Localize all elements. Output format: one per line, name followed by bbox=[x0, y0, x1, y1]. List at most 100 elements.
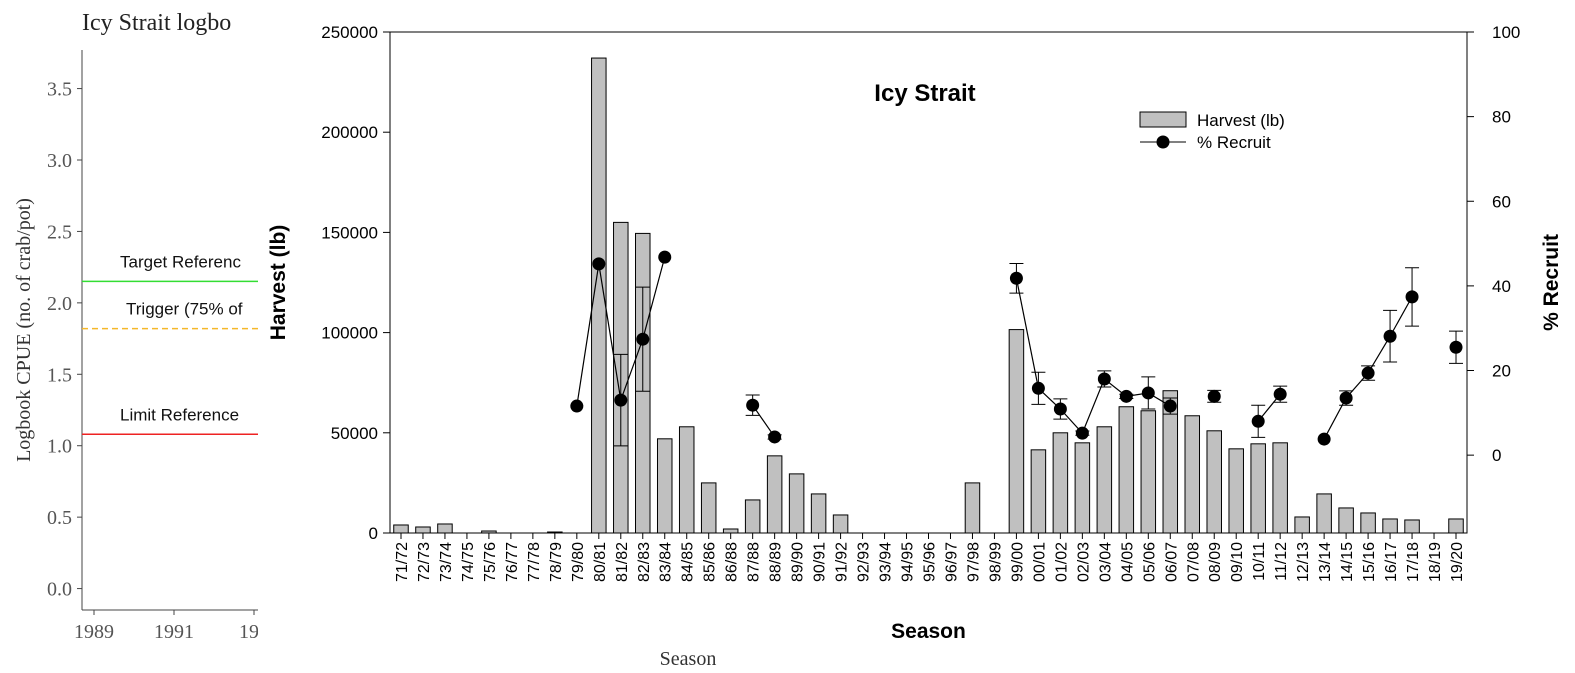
y-tick-label: 50000 bbox=[331, 424, 378, 443]
recruit-point bbox=[658, 250, 672, 264]
x-tick-label: 14/15 bbox=[1339, 542, 1356, 582]
bar bbox=[1338, 507, 1354, 534]
x-tick-label: 05/06 bbox=[1141, 542, 1158, 582]
x-tick-label: 00/01 bbox=[1031, 542, 1048, 582]
y-axis-label: Harvest (lb) bbox=[267, 225, 290, 341]
y-tick-label: 1.0 bbox=[47, 436, 72, 458]
x-tick-label: 16/17 bbox=[1383, 542, 1400, 582]
recruit-point bbox=[1317, 432, 1331, 446]
x-tick-label: 83/84 bbox=[658, 542, 675, 582]
x-tick-label: 74/75 bbox=[460, 542, 477, 582]
bar bbox=[481, 530, 497, 534]
y-tick-label: 1.5 bbox=[47, 364, 72, 386]
bar bbox=[1140, 410, 1157, 534]
bar bbox=[1008, 329, 1025, 534]
y2-tick-label: 100 bbox=[1492, 23, 1520, 42]
reference-label: Limit Reference bbox=[120, 405, 239, 424]
x-tick-label: 08/09 bbox=[1207, 542, 1224, 582]
x-tick-label: 72/73 bbox=[416, 542, 433, 582]
bar bbox=[832, 514, 849, 534]
recruit-point bbox=[1009, 271, 1023, 285]
bar bbox=[656, 438, 673, 534]
x-tick-label: 91/92 bbox=[834, 542, 851, 582]
bar bbox=[1118, 406, 1135, 534]
bar bbox=[393, 524, 409, 534]
bar bbox=[678, 426, 695, 534]
bar bbox=[1382, 518, 1398, 534]
recruit-point bbox=[1251, 414, 1265, 428]
y-tick-label: 0 bbox=[369, 524, 378, 543]
y-tick-label: 0.0 bbox=[47, 579, 72, 601]
x-tick-label: 02/03 bbox=[1075, 542, 1092, 582]
recruit-point bbox=[768, 430, 782, 444]
recruit-point bbox=[570, 399, 584, 413]
x-tick-label: 85/86 bbox=[702, 542, 719, 582]
recruit-point bbox=[1383, 329, 1397, 343]
recruit-point bbox=[1339, 391, 1353, 405]
y2-axis-label: % Recruit bbox=[1540, 234, 1563, 331]
x-tick-label: 12/13 bbox=[1295, 542, 1312, 582]
legend-label: Harvest (lb) bbox=[1197, 111, 1285, 130]
x-tick-label: 79/80 bbox=[570, 542, 587, 582]
recruit-point bbox=[1141, 386, 1155, 400]
x-tick-label: 19/20 bbox=[1449, 542, 1466, 582]
x-tick-label: 96/97 bbox=[943, 542, 960, 582]
x-tick-label: 88/89 bbox=[768, 542, 785, 582]
bar bbox=[437, 523, 453, 534]
recruit-point bbox=[1405, 290, 1419, 304]
x-tick-label: 09/10 bbox=[1229, 542, 1246, 582]
recruit-point bbox=[1053, 402, 1067, 416]
x-tick-label: 04/05 bbox=[1119, 542, 1136, 582]
x-axis-label: Season bbox=[660, 648, 717, 670]
x-axis-label: Season bbox=[891, 620, 966, 643]
recruit-point bbox=[1031, 381, 1045, 395]
recruit-point bbox=[746, 398, 760, 412]
recruit-point bbox=[1361, 366, 1375, 380]
bar bbox=[1404, 519, 1420, 534]
reference-label: Target Referenc bbox=[120, 252, 241, 271]
y-tick-label: 2.0 bbox=[47, 293, 72, 315]
bar bbox=[1250, 443, 1266, 534]
bar bbox=[1096, 426, 1113, 534]
recruit-point bbox=[1449, 340, 1463, 354]
recruit-point bbox=[1273, 387, 1287, 401]
x-tick-label: 95/96 bbox=[922, 542, 939, 582]
bar bbox=[1184, 415, 1201, 534]
x-tick-label: 75/76 bbox=[482, 542, 499, 582]
recruit-point bbox=[1119, 389, 1133, 403]
x-tick-label: 92/93 bbox=[856, 542, 873, 582]
bar bbox=[1360, 512, 1376, 534]
x-tick-label: 98/99 bbox=[987, 542, 1004, 582]
recruit-point bbox=[1207, 389, 1221, 403]
bar bbox=[1162, 390, 1179, 534]
x-tick-label: 90/91 bbox=[812, 542, 829, 582]
y-tick-label: 250000 bbox=[321, 23, 378, 42]
x-tick-label: 01/02 bbox=[1053, 542, 1070, 582]
chart-title: Icy Strait bbox=[874, 80, 975, 107]
x-tick-label: 81/82 bbox=[614, 542, 631, 582]
x-tick-label: 1989 bbox=[74, 621, 114, 643]
chart-title: Icy Strait logbo bbox=[82, 10, 231, 36]
x-tick-label: 11/12 bbox=[1273, 542, 1290, 581]
bar bbox=[1228, 448, 1244, 534]
x-tick-label: 86/88 bbox=[724, 542, 741, 582]
x-tick-label: 71/72 bbox=[394, 542, 411, 582]
bar bbox=[788, 473, 805, 534]
x-tick-label: 13/14 bbox=[1317, 542, 1334, 582]
x-tick-label: 17/18 bbox=[1405, 542, 1422, 582]
x-tick-label: 93/94 bbox=[878, 542, 895, 582]
x-tick-label: 89/90 bbox=[790, 542, 807, 582]
y-tick-label: 0.5 bbox=[47, 507, 72, 529]
x-tick-label: 07/08 bbox=[1185, 542, 1202, 582]
x-tick-label: 10/11 bbox=[1251, 542, 1268, 581]
bar bbox=[1052, 432, 1069, 534]
y-tick-label: 2.5 bbox=[47, 221, 72, 243]
y-tick-label: 100000 bbox=[321, 324, 378, 343]
recruit-point bbox=[636, 332, 650, 346]
bar bbox=[766, 455, 783, 534]
recruit-point bbox=[1075, 426, 1089, 440]
recruit-point bbox=[592, 257, 606, 271]
bar bbox=[1316, 493, 1332, 534]
bar bbox=[964, 482, 981, 534]
bar bbox=[1030, 449, 1047, 534]
